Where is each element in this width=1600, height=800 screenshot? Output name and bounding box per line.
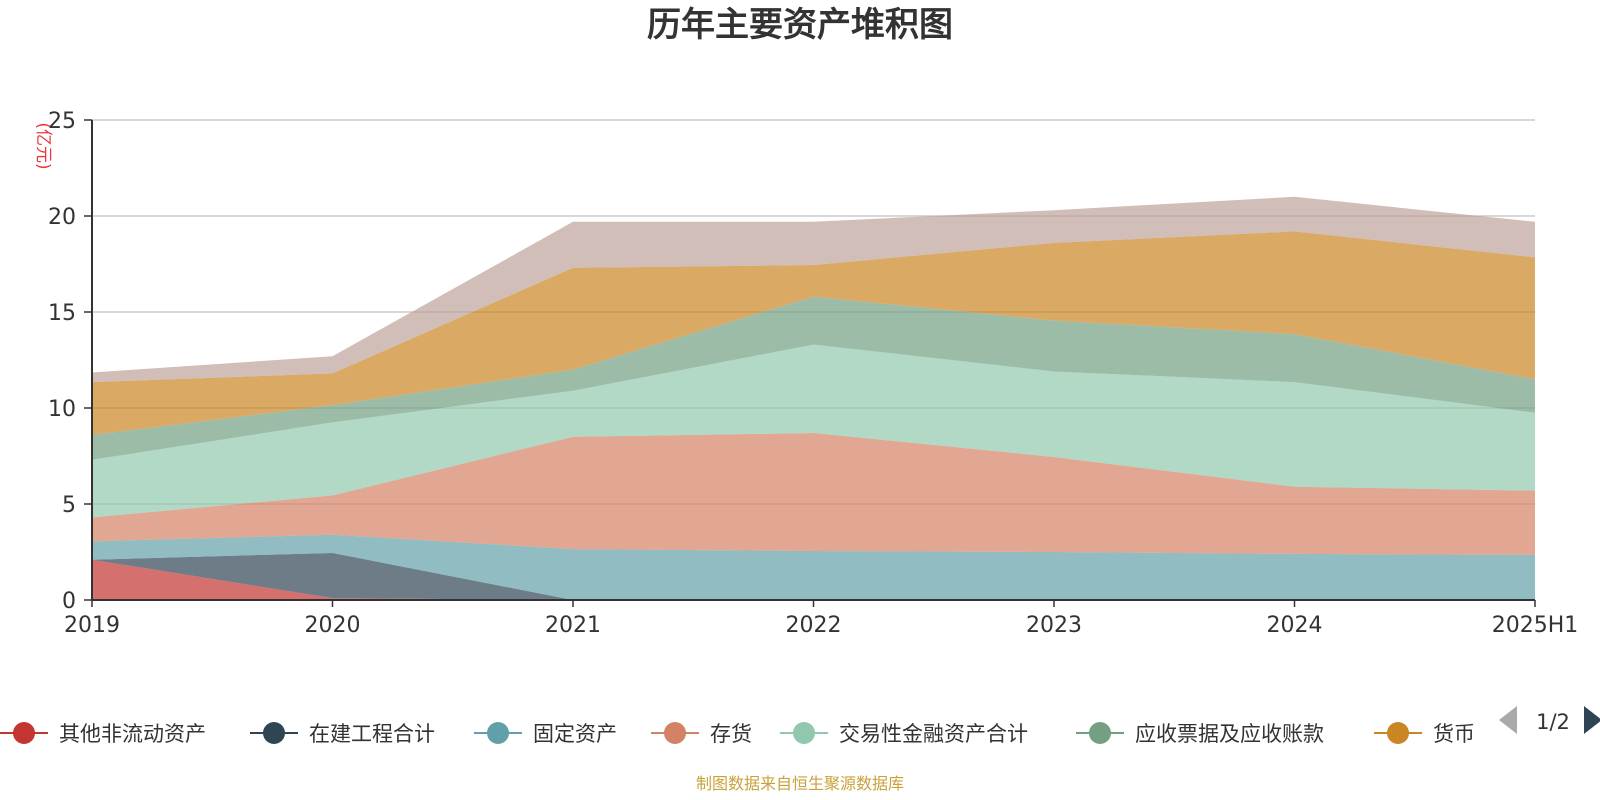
legend-item[interactable]: 固定资产 [474,722,617,746]
y-tick-label: 25 [48,109,76,134]
data-source-note: 制图数据来自恒生聚源数据库 [696,774,904,793]
legend-marker-icon [13,722,35,744]
legend-item[interactable]: 交易性金融资产合计 [780,722,1028,746]
y-tick-label: 0 [62,589,76,614]
y-axis-unit: (亿元) [33,122,53,169]
area-series-5 [92,296,1535,460]
legend-label: 在建工程合计 [309,722,435,746]
axes: 0 5 10 15 20 25 2019 2020 2021 2022 2023 2024 2025H1 [48,109,1578,638]
x-tick-label: 2020 [305,613,361,638]
legend-label: 应收票据及应收账款 [1135,722,1324,746]
legend-marker-icon [263,722,285,744]
area-series-0 [92,559,1535,600]
legend-marker-icon [664,722,686,744]
legend-label: 存货 [710,722,752,746]
legend-marker-icon [1387,722,1409,744]
legend-item[interactable]: 应收票据及应收账款 [1076,722,1324,746]
legend-pager: 1/2 [1499,706,1600,734]
x-tick-label: 2023 [1026,613,1082,638]
legend-item[interactable]: 货币 [1374,722,1475,746]
y-tick-label: 10 [48,397,76,422]
y-tick-label: 20 [48,205,76,230]
x-tick-label: 2021 [545,613,601,638]
legend: 其他非流动资产 在建工程合计 固定资产 存货 交易性金融资产合计 应收票据及应收账款 货币 [0,722,1475,746]
x-tick-label: 2024 [1267,613,1323,638]
area-series-2 [92,534,1535,600]
legend-label: 固定资产 [533,722,617,746]
area-series-7 [92,196,1535,383]
legend-item[interactable]: 其他非流动资产 [0,722,206,746]
x-tick-label: 2022 [786,613,842,638]
legend-label: 货币 [1433,722,1475,746]
x-tick-label: 2019 [64,613,120,638]
legend-marker-icon [1089,722,1111,744]
legend-marker-icon [793,722,815,744]
legend-page-indicator: 1/2 [1536,710,1570,734]
area-series-3 [92,433,1535,555]
legend-prev-icon[interactable] [1499,706,1517,734]
chart-title: 历年主要资产堆积图 [647,5,953,45]
legend-label: 交易性金融资产合计 [839,722,1028,746]
legend-next-icon[interactable] [1584,706,1600,734]
legend-marker-icon [487,722,509,744]
y-tick-label: 5 [62,493,76,518]
legend-item[interactable]: 存货 [651,722,752,746]
x-tick-label: 2025H1 [1492,613,1579,638]
legend-label: 其他非流动资产 [59,722,206,746]
y-tick-label: 15 [48,301,76,326]
area-series-1 [92,553,1535,600]
area-series-6 [92,231,1535,435]
area-series-4 [92,344,1535,518]
area-series [92,196,1535,600]
legend-item[interactable]: 在建工程合计 [250,722,435,746]
